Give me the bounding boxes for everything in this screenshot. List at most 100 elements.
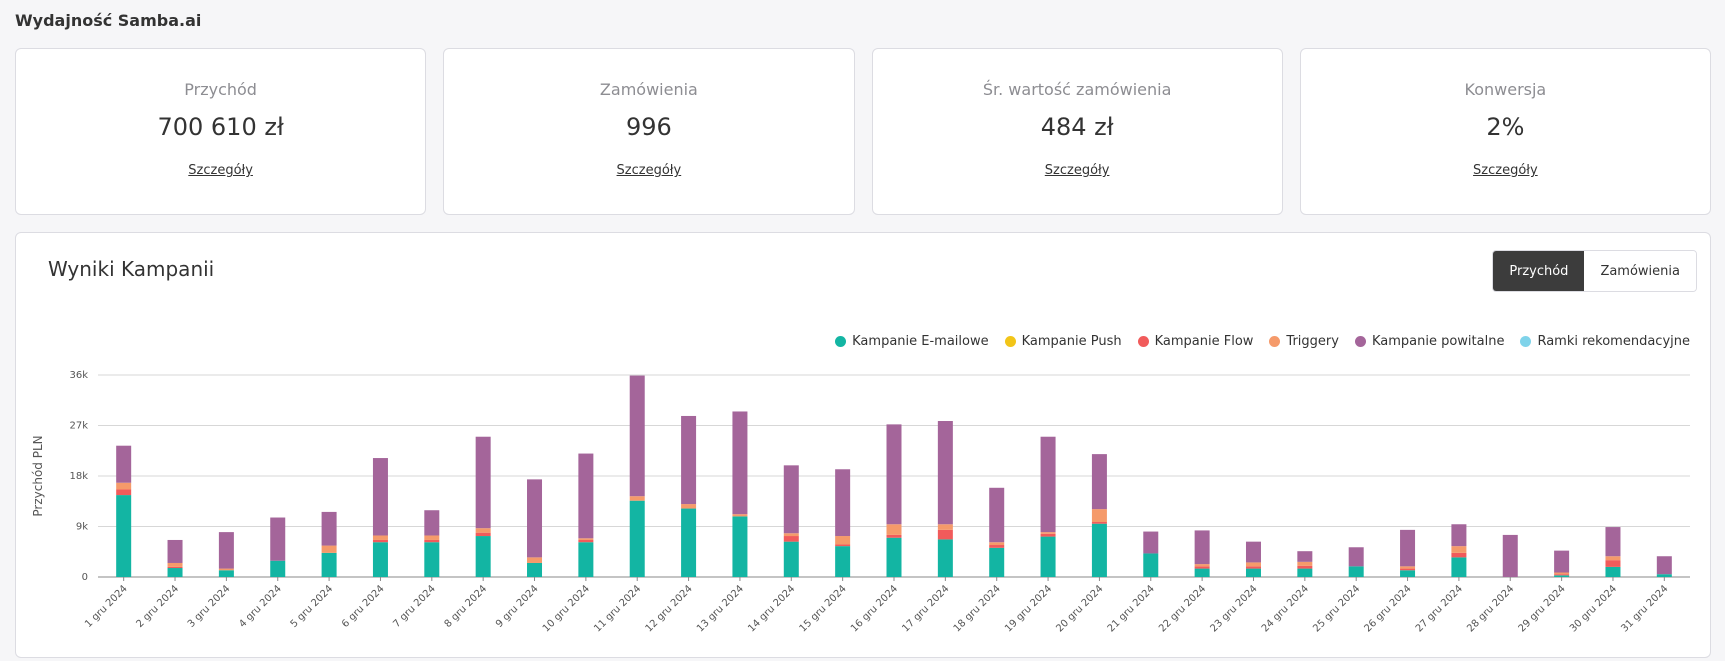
- bar-segment-popup: [1194, 530, 1210, 565]
- bar-segment-popup: [1091, 454, 1107, 510]
- bar-segment-email: [116, 495, 132, 577]
- details-link-avg-order-value[interactable]: Szczegóły: [1044, 163, 1110, 178]
- bar-segment-email: [475, 536, 491, 577]
- bar-segment-popup: [578, 453, 594, 539]
- bar-segment-popup: [321, 511, 337, 546]
- kpi-label: Przychód: [184, 80, 257, 99]
- x-tick-label: 4 gru 2024: [237, 583, 284, 630]
- x-tick-label: 7 gru 2024: [391, 583, 438, 630]
- kpi-value: 484 zł: [1040, 113, 1114, 141]
- bar-segment-popup: [424, 510, 440, 536]
- bar-segment-popup: [475, 436, 491, 529]
- details-link-conversion[interactable]: Szczegóły: [1473, 163, 1538, 178]
- legend-item-email[interactable]: Kampanie E-mailowe: [835, 334, 989, 349]
- bar-segment-flow: [578, 539, 594, 543]
- bar-segment-triggers: [578, 538, 594, 540]
- bar-segment-popup: [167, 539, 183, 563]
- toggle-revenue-button[interactable]: Przychód: [1493, 251, 1585, 291]
- bar-segment-email: [527, 562, 543, 577]
- y-tick-label: 0: [82, 572, 88, 583]
- bar-segment-triggers: [218, 568, 234, 571]
- bar-segment-email: [270, 560, 286, 577]
- bar-segment-popup: [1297, 551, 1313, 562]
- bar-segment-popup: [1245, 541, 1261, 563]
- legend-item-triggers[interactable]: Triggery: [1269, 334, 1339, 349]
- bar-segment-popup: [681, 415, 697, 505]
- x-tick-label: 10 gru 2024: [541, 583, 592, 634]
- bar-segment-flow: [835, 544, 851, 547]
- y-axis-label: Przychód PLN: [31, 435, 45, 516]
- legend-dot: [1520, 336, 1532, 347]
- bar-segment-popup: [1348, 547, 1364, 567]
- y-tick-label: 36k: [69, 370, 88, 381]
- bar-segment-email: [1194, 568, 1210, 577]
- details-link-orders[interactable]: Szczegóły: [616, 163, 682, 178]
- campaign-results-panel: Wyniki Kampanii Przychód Zamówienia Kamp…: [15, 232, 1711, 658]
- bar-segment-flow: [1091, 522, 1107, 524]
- bar-segment-email: [1554, 575, 1570, 577]
- bar-segment-triggers: [116, 482, 132, 490]
- bar-segment-email: [1143, 553, 1159, 577]
- x-tick-label: 25 gru 2024: [1311, 583, 1362, 634]
- bar-segment-popup: [989, 487, 1005, 543]
- bar-segment-email: [783, 541, 799, 577]
- bar-segment-triggers: [1554, 572, 1570, 575]
- bar-segment-triggers: [1451, 546, 1467, 553]
- legend-item-recommendations[interactable]: Ramki rekomendacyjne: [1520, 334, 1690, 349]
- y-tick-label: 9k: [76, 522, 88, 533]
- x-tick-label: 16 gru 2024: [849, 583, 900, 634]
- legend-dot: [1354, 336, 1366, 347]
- bar-segment-email: [1245, 568, 1261, 577]
- x-tick-label: 5 gru 2024: [289, 583, 336, 630]
- bar-segment-email: [218, 570, 234, 577]
- x-tick-label: 11 gru 2024: [592, 583, 643, 634]
- bar-segment-popup: [270, 517, 286, 561]
- bar-segment-triggers: [1194, 564, 1210, 567]
- legend-item-popup[interactable]: Kampanie powitalne: [1354, 334, 1504, 349]
- page-title: Wydajność Samba.ai: [15, 11, 202, 30]
- legend-item-push[interactable]: Kampanie Push: [1004, 334, 1122, 349]
- legend-dot: [1269, 336, 1281, 347]
- legend-item-flow[interactable]: Kampanie Flow: [1137, 334, 1253, 349]
- bar-segment-flow: [1451, 552, 1467, 558]
- legend-label: Ramki rekomendacyjne: [1537, 334, 1690, 349]
- bar-segment-email: [937, 539, 953, 577]
- bar-segment-triggers: [886, 524, 902, 535]
- bar-segment-email: [1297, 568, 1313, 577]
- legend-dot: [835, 336, 847, 347]
- bar-segment-popup: [1451, 524, 1467, 547]
- x-tick-label: 12 gru 2024: [644, 583, 695, 634]
- x-tick-label: 29 gru 2024: [1517, 583, 1568, 634]
- bar-segment-email: [578, 542, 594, 577]
- bar-segment-email: [424, 542, 440, 577]
- kpi-label: Konwersja: [1464, 80, 1547, 99]
- bar-segment-email: [321, 552, 337, 577]
- bar-segment-flow: [1400, 568, 1416, 571]
- bar-segment-flow: [424, 539, 440, 543]
- bar-segment-email: [886, 537, 902, 577]
- details-link-revenue[interactable]: Szczegóły: [188, 163, 253, 178]
- bar-segment-triggers: [167, 562, 183, 567]
- bar-segment-email: [1400, 570, 1416, 577]
- x-tick-label: 26 gru 2024: [1363, 583, 1414, 634]
- bar-segment-triggers: [1400, 566, 1416, 569]
- bar-segment-triggers: [732, 514, 748, 517]
- bar-segment-triggers: [1245, 562, 1261, 567]
- bar-segment-triggers: [372, 535, 388, 540]
- bar-segment-popup: [835, 469, 851, 537]
- bar-segment-triggers: [1297, 561, 1313, 566]
- bar-segment-popup: [1656, 556, 1672, 575]
- bar-segment-popup: [218, 532, 234, 569]
- bar-segment-popup: [116, 445, 132, 483]
- bar-segment-flow: [372, 539, 388, 543]
- x-tick-label: 23 gru 2024: [1208, 583, 1259, 634]
- x-tick-label: 14 gru 2024: [746, 583, 797, 634]
- legend-dot: [1004, 336, 1016, 347]
- kpi-card-avg-order-value: Śr. wartość zamówienia 484 zł Szczegóły: [871, 48, 1283, 215]
- bar-segment-flow: [937, 529, 953, 540]
- toggle-orders-button[interactable]: Zamówienia: [1584, 251, 1696, 291]
- kpi-card-orders: Zamówienia 996 Szczegóły: [443, 48, 855, 215]
- bar-segment-triggers: [681, 504, 697, 509]
- bar-segment-popup: [1143, 531, 1159, 554]
- bar-segment-popup: [1554, 550, 1570, 573]
